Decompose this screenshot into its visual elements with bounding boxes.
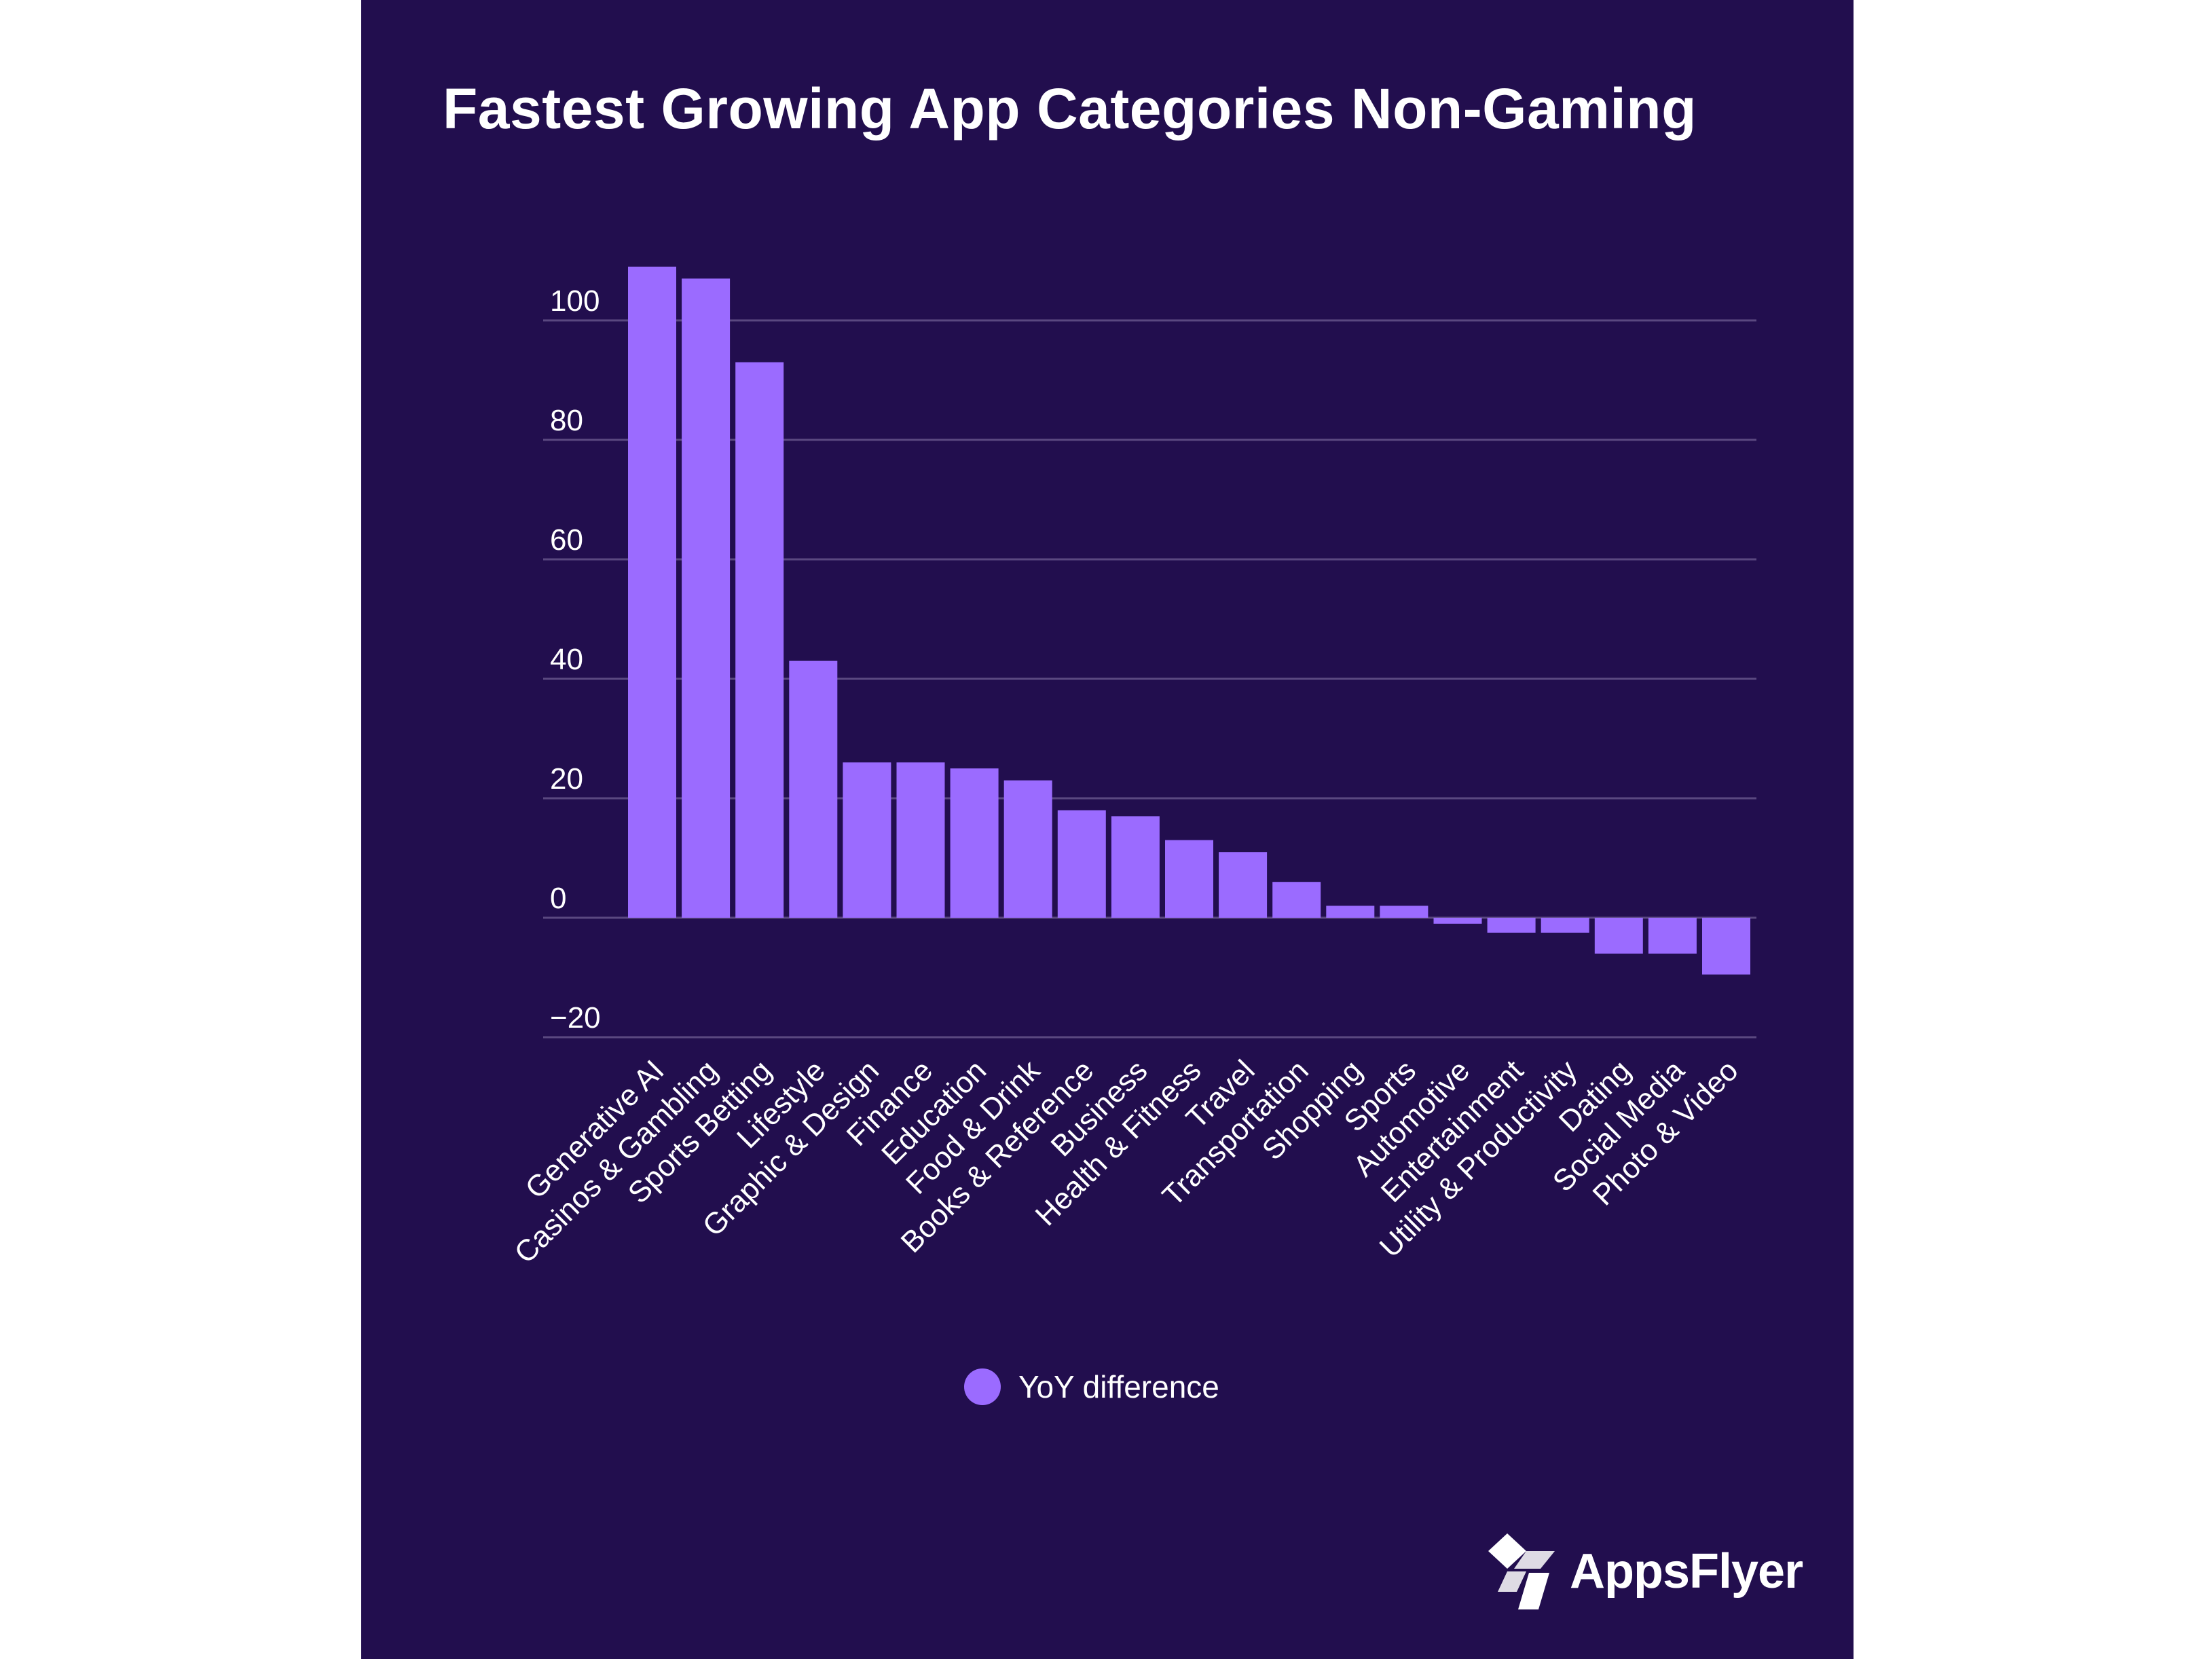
bars	[628, 266, 1750, 975]
y-axis-ticks: 100 80 60 40 20 0 −20	[550, 284, 601, 1034]
bar-shopping	[1326, 906, 1375, 918]
bar-education	[950, 768, 999, 918]
legend-marker	[964, 1368, 1001, 1405]
y-tick-label: 60	[550, 523, 583, 557]
bar-dating	[1594, 918, 1643, 954]
bar-travel	[1219, 852, 1268, 918]
bar-finance	[896, 762, 945, 918]
bar-food-drink	[1003, 780, 1052, 918]
y-tick-label: 40	[550, 643, 583, 676]
y-tick-label: 20	[550, 762, 583, 796]
bar-generative-ai	[628, 266, 676, 918]
appsflyer-logo-icon	[1488, 1533, 1555, 1609]
bar-social-media	[1648, 918, 1697, 954]
logo-wordmark: AppsFlyer	[1570, 1544, 1803, 1599]
chart-panel	[361, 0, 1854, 1659]
bar-automotive	[1433, 918, 1482, 924]
y-tick-label: 80	[550, 404, 583, 437]
y-tick-label: −20	[550, 1001, 601, 1034]
bar-books-reference	[1057, 810, 1106, 918]
bar-sports	[1380, 906, 1428, 918]
bar-casinos-gambling	[682, 278, 731, 918]
bar-utility-productivity	[1541, 918, 1589, 933]
legend: YoY difference	[964, 1368, 1219, 1405]
bar-health-fitness	[1165, 840, 1213, 918]
legend-label: YoY difference	[1018, 1369, 1219, 1404]
appsflyer-logo: AppsFlyer	[1487, 1531, 1803, 1612]
y-tick-label: 0	[550, 882, 566, 915]
bar-sports-betting	[735, 362, 784, 918]
bar-transportation	[1272, 882, 1321, 918]
chart-title: Fastest Growing App Categories Non-Gamin…	[443, 77, 1697, 141]
y-tick-label: 100	[550, 284, 600, 318]
bar-lifestyle	[789, 660, 838, 918]
bar-business	[1111, 816, 1160, 918]
bar-graphic-design	[843, 762, 891, 918]
bar-entertainment	[1487, 918, 1536, 933]
bar-photo-video	[1702, 918, 1750, 975]
